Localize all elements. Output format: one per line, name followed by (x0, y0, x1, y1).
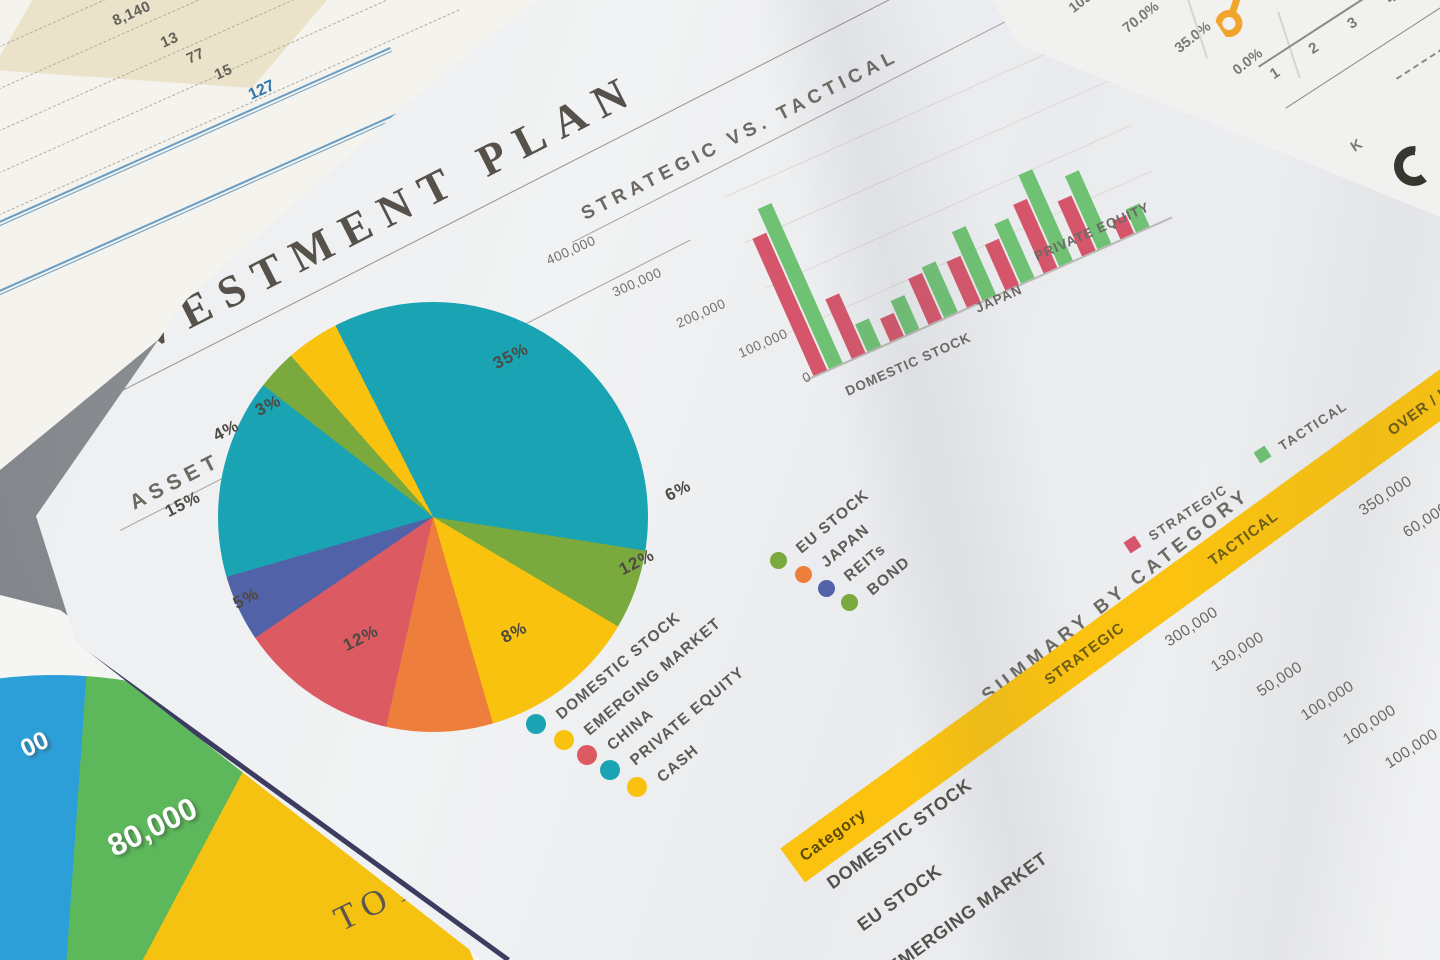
legend-dot (554, 730, 574, 750)
dashed-segment (1396, 47, 1440, 80)
percent-axis-label: 0.0% (1230, 45, 1266, 79)
y-axis-tick-label: 400,000 (544, 232, 598, 268)
pie-percentage-label: 6% (662, 475, 695, 505)
percent-column-number: 4 (1383, 0, 1399, 7)
percent-column-number: 3 (1344, 13, 1361, 33)
percent-axis-label: 105.0% (1066, 0, 1115, 17)
legend-dot (600, 760, 620, 780)
asset-allocation-pie-chart (218, 302, 648, 732)
percent-axis-label: 70.0% (1120, 0, 1163, 37)
legend-dot (627, 777, 647, 797)
percent-column-headers: 12345 (1258, 0, 1440, 109)
percent-column-number: 2 (1305, 38, 1322, 58)
summary-column-header: STRATEGIC (1041, 618, 1128, 689)
line-chart-markers (1215, 0, 1293, 38)
legend-dot (577, 745, 597, 765)
ring-mark (1394, 146, 1434, 186)
legend-dot (526, 714, 546, 734)
gridline (724, 33, 1091, 198)
legend-dot (841, 594, 858, 611)
summary-column-header: OVER / UNDER (1384, 354, 1440, 439)
axis-letter-label: K (1348, 136, 1366, 156)
percent-axis-label: 35.0% (1172, 18, 1215, 57)
legend-dot (818, 580, 835, 597)
percent-column-number: 1 (1266, 64, 1284, 83)
y-axis-tick-label: 300,000 (610, 264, 664, 300)
gridline (745, 79, 1111, 244)
legend-dot (795, 566, 812, 583)
legend-dot (770, 552, 787, 569)
